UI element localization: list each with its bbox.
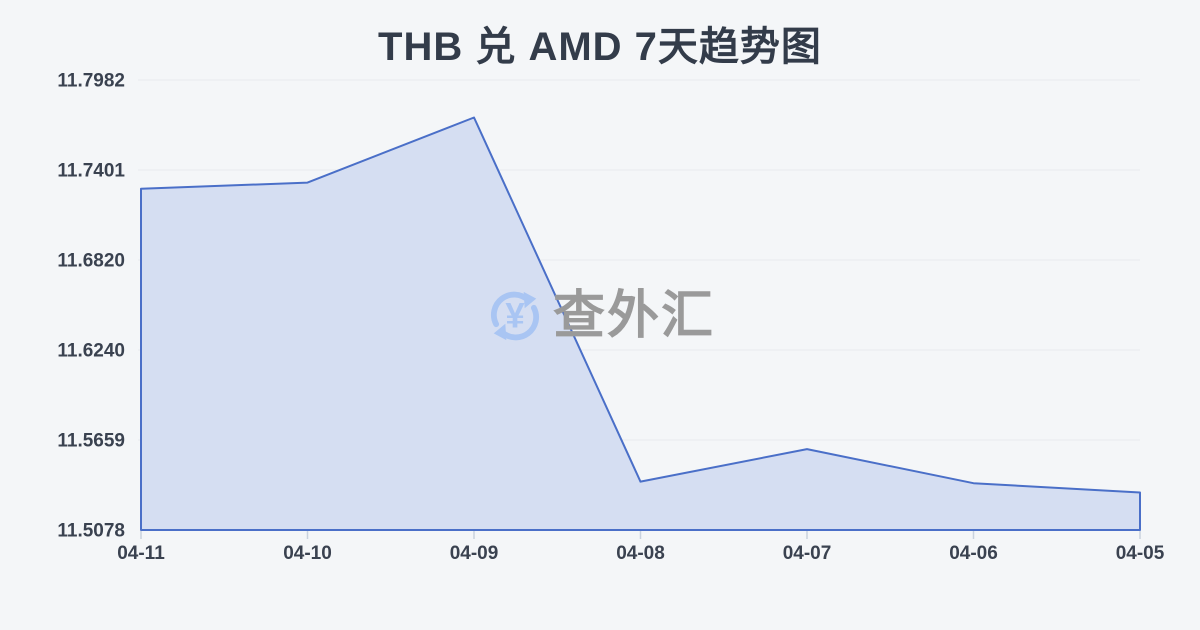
y-axis-tick-label: 11.6820 xyxy=(57,251,125,272)
y-axis-tick-label: 11.7982 xyxy=(57,71,125,92)
y-axis-tick-label: 11.5078 xyxy=(57,521,125,542)
y-axis-tick-label: 11.7401 xyxy=(57,161,125,182)
x-axis-tick-label: 04-05 xyxy=(1116,543,1165,564)
y-axis-tick-label: 11.6240 xyxy=(57,340,125,361)
x-axis-tick-label: 04-07 xyxy=(783,543,832,564)
x-axis-tick-label: 04-11 xyxy=(117,543,165,564)
page-title: THB 兑 AMD 7天趋势图 xyxy=(378,25,822,69)
x-axis-tick-label: 04-08 xyxy=(616,543,665,564)
area-series xyxy=(140,116,1141,531)
x-axis-tick-label: 04-10 xyxy=(283,543,332,564)
y-axis-tick-label: 11.5659 xyxy=(57,430,125,451)
x-axis-tick-label: 04-06 xyxy=(949,543,998,564)
x-axis-tick-label: 04-09 xyxy=(450,543,499,564)
